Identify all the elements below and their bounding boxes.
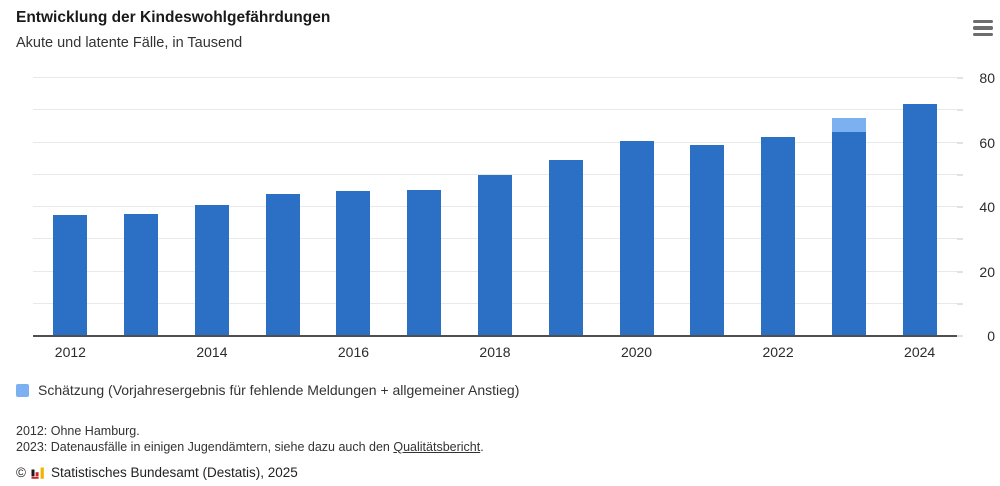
- copyright-symbol: ©: [16, 465, 26, 480]
- qualitaetsbericht-link[interactable]: Qualitätsbericht: [393, 440, 481, 454]
- gridline-80: [33, 77, 957, 79]
- bar-2022[interactable]: [761, 136, 796, 336]
- y-tick-0: [957, 335, 963, 337]
- y-tick-40: [957, 206, 963, 208]
- copyright-text: Statistisches Bundesamt (Destatis), 2025: [50, 465, 298, 480]
- legend-swatch-estimate: [16, 383, 29, 397]
- footnotes: 2012: Ohne Hamburg. 2023: Datenausfälle …: [16, 423, 484, 455]
- legend-label: Schätzung (Vorjahresergebnis für fehlend…: [38, 382, 520, 398]
- footnote-2012: 2012: Ohne Hamburg.: [16, 424, 140, 438]
- y-axis-ticks: [957, 70, 964, 337]
- destatis-logo-icon: [31, 466, 46, 480]
- copyright: © Statistisches Bundesamt (Destatis), 20…: [16, 465, 298, 480]
- x-axis-line: [33, 335, 957, 337]
- x-axis-label-2016: 2016: [337, 344, 370, 360]
- x-axis-label-2020: 2020: [620, 344, 653, 360]
- bar-2023-estimate[interactable]: [831, 118, 866, 132]
- chart-title: Entwicklung der Kindeswohlgefährdungen: [16, 9, 331, 26]
- x-axis-labels: 2012 2014 2016 2018 2020 2022 2024: [35, 344, 955, 362]
- plot-area: [33, 70, 957, 336]
- x-axis-label-2024: 2024: [904, 344, 936, 360]
- x-axis-label-2022: 2022: [762, 344, 794, 360]
- y-axis-labels: 0 20 40 60 80: [956, 70, 998, 343]
- bar-2020[interactable]: [619, 140, 654, 336]
- y-axis-label-60: 60: [979, 134, 995, 151]
- y-axis-label-80: 80: [979, 70, 995, 87]
- bar-2021[interactable]: [690, 145, 725, 336]
- y-axis-label-0: 0: [987, 328, 995, 344]
- x-axis-label-2012: 2012: [54, 344, 86, 360]
- gridline-50: [33, 173, 957, 175]
- y-tick-80: [957, 77, 963, 79]
- bar-2018[interactable]: [478, 175, 512, 336]
- bar-2023[interactable]: [831, 131, 866, 336]
- bar-2012[interactable]: [53, 215, 88, 336]
- bar-2014[interactable]: [194, 205, 229, 336]
- bar-2015[interactable]: [265, 194, 300, 336]
- y-axis-label-40: 40: [979, 199, 995, 216]
- footnote-2023: 2023: Datenausfälle in einigen Jugendämt…: [16, 440, 484, 454]
- bar-2019[interactable]: [548, 160, 583, 336]
- bar-2016[interactable]: [336, 190, 371, 336]
- bar-2017[interactable]: [407, 190, 442, 336]
- y-tick-60: [957, 142, 963, 144]
- legend: Schätzung (Vorjahresergebnis für fehlend…: [16, 382, 519, 398]
- bar-2024[interactable]: [902, 104, 937, 336]
- y-tick-10: [957, 303, 963, 305]
- bar-2013[interactable]: [124, 214, 159, 336]
- y-axis-label-20: 20: [979, 263, 995, 280]
- gridline-60: [33, 141, 957, 143]
- y-tick-30: [957, 238, 963, 240]
- y-tick-70: [957, 109, 963, 111]
- x-axis-label-2014: 2014: [196, 344, 228, 360]
- x-axis-label-2018: 2018: [479, 344, 511, 360]
- menu-button[interactable]: [969, 14, 997, 42]
- y-tick-20: [957, 271, 963, 273]
- y-tick-50: [957, 174, 963, 176]
- gridline-70: [33, 109, 957, 111]
- chart-subtitle: Akute und latente Fälle, in Tausend: [16, 35, 243, 51]
